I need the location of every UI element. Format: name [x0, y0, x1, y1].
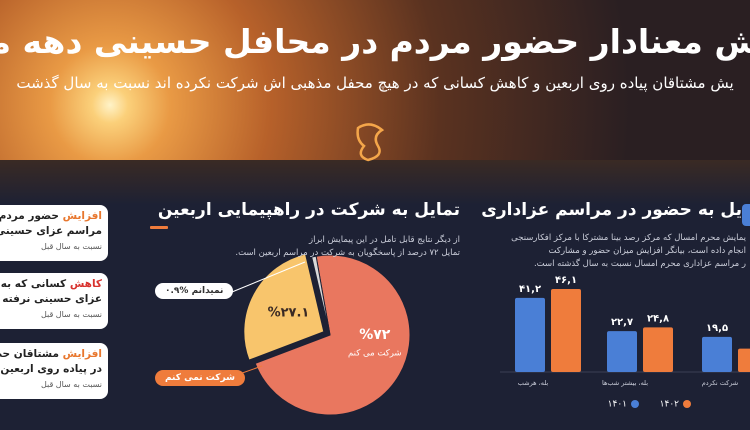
- chart-description: یمایش محرم امسال که مرکز رصد بینا مشترکا…: [511, 233, 746, 243]
- x-tick-label: شرکت نکردم: [702, 379, 738, 387]
- value-label: ۴۶,۱: [555, 275, 577, 286]
- card-line: مراسم عزای حسینی: [0, 225, 102, 237]
- legend-label: ۱۴۰۱: [608, 400, 627, 410]
- card-highlight: افزایش: [62, 348, 102, 360]
- x-tick-label: بله، هرشب: [518, 379, 549, 387]
- x-tick-label: بله، بیشتر شب‌ها: [602, 379, 648, 387]
- legend-swatch: [683, 400, 691, 408]
- legend-label: ۱۴۰۲: [660, 400, 680, 410]
- callout-line: [231, 261, 306, 293]
- card-line: افزایش حضور مردم در: [0, 209, 102, 224]
- title-accent: [150, 226, 168, 229]
- bar: [607, 331, 637, 372]
- bar: [643, 327, 673, 372]
- chart-description: ر مراسم عزاداری محرم امسال نسبت به سال گ…: [533, 259, 746, 269]
- slice-value: %۷۲: [359, 327, 391, 343]
- card-text: حضور مردم در: [0, 210, 59, 222]
- card-text: کسانی که به مرا: [0, 278, 67, 290]
- title-accent: [742, 204, 750, 226]
- pie-slice: [243, 253, 325, 361]
- slice-value: %۰.۹: [165, 286, 189, 296]
- callout-pill: نمیدانم %۰.۹: [155, 283, 234, 299]
- side-card: کاهش کسانی که به مراعزای حسینی نرفته اند…: [0, 273, 108, 329]
- chart-description: از دیگر نتایج قابل تامل در این پیمایش اب…: [309, 235, 460, 245]
- page-title: زایش معنادار حضور مردم در محافل حسینی ده…: [0, 22, 750, 61]
- chart-title: تمایل به شرکت در راهپیمایی اربعین: [157, 200, 460, 220]
- legend-swatch: [631, 400, 639, 408]
- card-highlight: افزایش: [62, 210, 102, 222]
- slice-value: %۲۷.۱: [268, 305, 310, 320]
- pie-slice: [254, 254, 411, 416]
- value-label: ۲۲,۷: [611, 317, 633, 328]
- card-line: در پیاده روی اربعین: [0, 363, 102, 375]
- bar: [702, 336, 732, 372]
- slice-name: شرکت می کنم: [348, 348, 402, 358]
- bar: [515, 297, 545, 372]
- value-label: ۴۱,۲: [519, 284, 541, 295]
- page-subtitle: یش مشتاقان پیاده روی اربعین و کاهش کسانی…: [16, 74, 734, 92]
- callout-pill: شرکت نمی کنم: [155, 370, 245, 386]
- chart-description: تمایل ۷۲ درصد از پاسخگویان به شرکت در مر…: [235, 248, 460, 258]
- bar: [551, 289, 581, 372]
- card-text: مشتاقان حض: [0, 348, 59, 360]
- card-note: نسبت به سال قبل: [40, 242, 102, 251]
- card-note: نسبت به سال قبل: [40, 380, 102, 389]
- value-label: ۱۹,۵: [706, 323, 728, 334]
- chart-title: یل به حضور در مراسم عزاداری: [481, 200, 742, 220]
- photo-fade: [0, 160, 750, 205]
- pie-slice: [311, 255, 331, 336]
- card-note: نسبت به سال قبل: [40, 310, 102, 319]
- logo: [356, 123, 385, 162]
- bar: [738, 348, 750, 372]
- card-line: کاهش کسانی که به مرا: [0, 277, 102, 292]
- card-line: افزایش مشتاقان حض: [0, 347, 102, 362]
- slice-name: نمیدانم: [191, 286, 224, 296]
- chart-description: انجام داده است، بیانگر افزایش میزان حضور…: [548, 246, 746, 256]
- card-line: عزای حسینی نرفته اند: [0, 293, 102, 305]
- card-highlight: کاهش: [69, 278, 102, 290]
- side-card: افزایش مشتاقان حضدر پیاده روی اربعیننسبت…: [0, 343, 108, 399]
- value-label: ۲۴,۸: [647, 313, 669, 324]
